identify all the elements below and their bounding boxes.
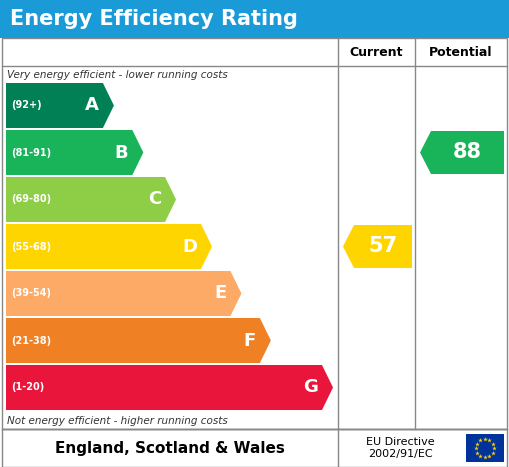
Bar xyxy=(2,38,507,429)
Text: Current: Current xyxy=(350,45,403,58)
Text: (39-54): (39-54) xyxy=(11,289,51,298)
Text: (69-80): (69-80) xyxy=(11,194,51,205)
Text: (92+): (92+) xyxy=(11,100,42,111)
Text: 88: 88 xyxy=(453,142,482,163)
Bar xyxy=(466,434,504,462)
Text: B: B xyxy=(115,143,128,162)
Polygon shape xyxy=(6,271,241,316)
Text: (81-91): (81-91) xyxy=(11,148,51,157)
Text: Potential: Potential xyxy=(429,45,493,58)
Text: 57: 57 xyxy=(369,236,398,256)
Text: (21-38): (21-38) xyxy=(11,335,51,346)
Text: Very energy efficient - lower running costs: Very energy efficient - lower running co… xyxy=(7,70,228,79)
Polygon shape xyxy=(6,318,271,363)
Polygon shape xyxy=(6,224,212,269)
Text: 2002/91/EC: 2002/91/EC xyxy=(368,449,433,459)
Text: EU Directive: EU Directive xyxy=(366,437,435,447)
Polygon shape xyxy=(420,131,504,174)
Bar xyxy=(0,0,509,38)
Text: E: E xyxy=(214,284,227,303)
Text: Energy Efficiency Rating: Energy Efficiency Rating xyxy=(10,9,298,29)
Text: D: D xyxy=(182,238,197,255)
Text: A: A xyxy=(85,97,99,114)
Polygon shape xyxy=(6,83,114,128)
Text: (55-68): (55-68) xyxy=(11,241,51,252)
Text: (1-20): (1-20) xyxy=(11,382,44,392)
Polygon shape xyxy=(6,365,333,410)
Text: Not energy efficient - higher running costs: Not energy efficient - higher running co… xyxy=(7,416,228,425)
Text: G: G xyxy=(303,378,318,396)
Polygon shape xyxy=(6,130,144,175)
Bar xyxy=(2,429,507,467)
Text: F: F xyxy=(244,332,256,349)
Polygon shape xyxy=(343,225,412,268)
Text: C: C xyxy=(148,191,161,208)
Text: England, Scotland & Wales: England, Scotland & Wales xyxy=(55,440,285,455)
Polygon shape xyxy=(6,177,176,222)
